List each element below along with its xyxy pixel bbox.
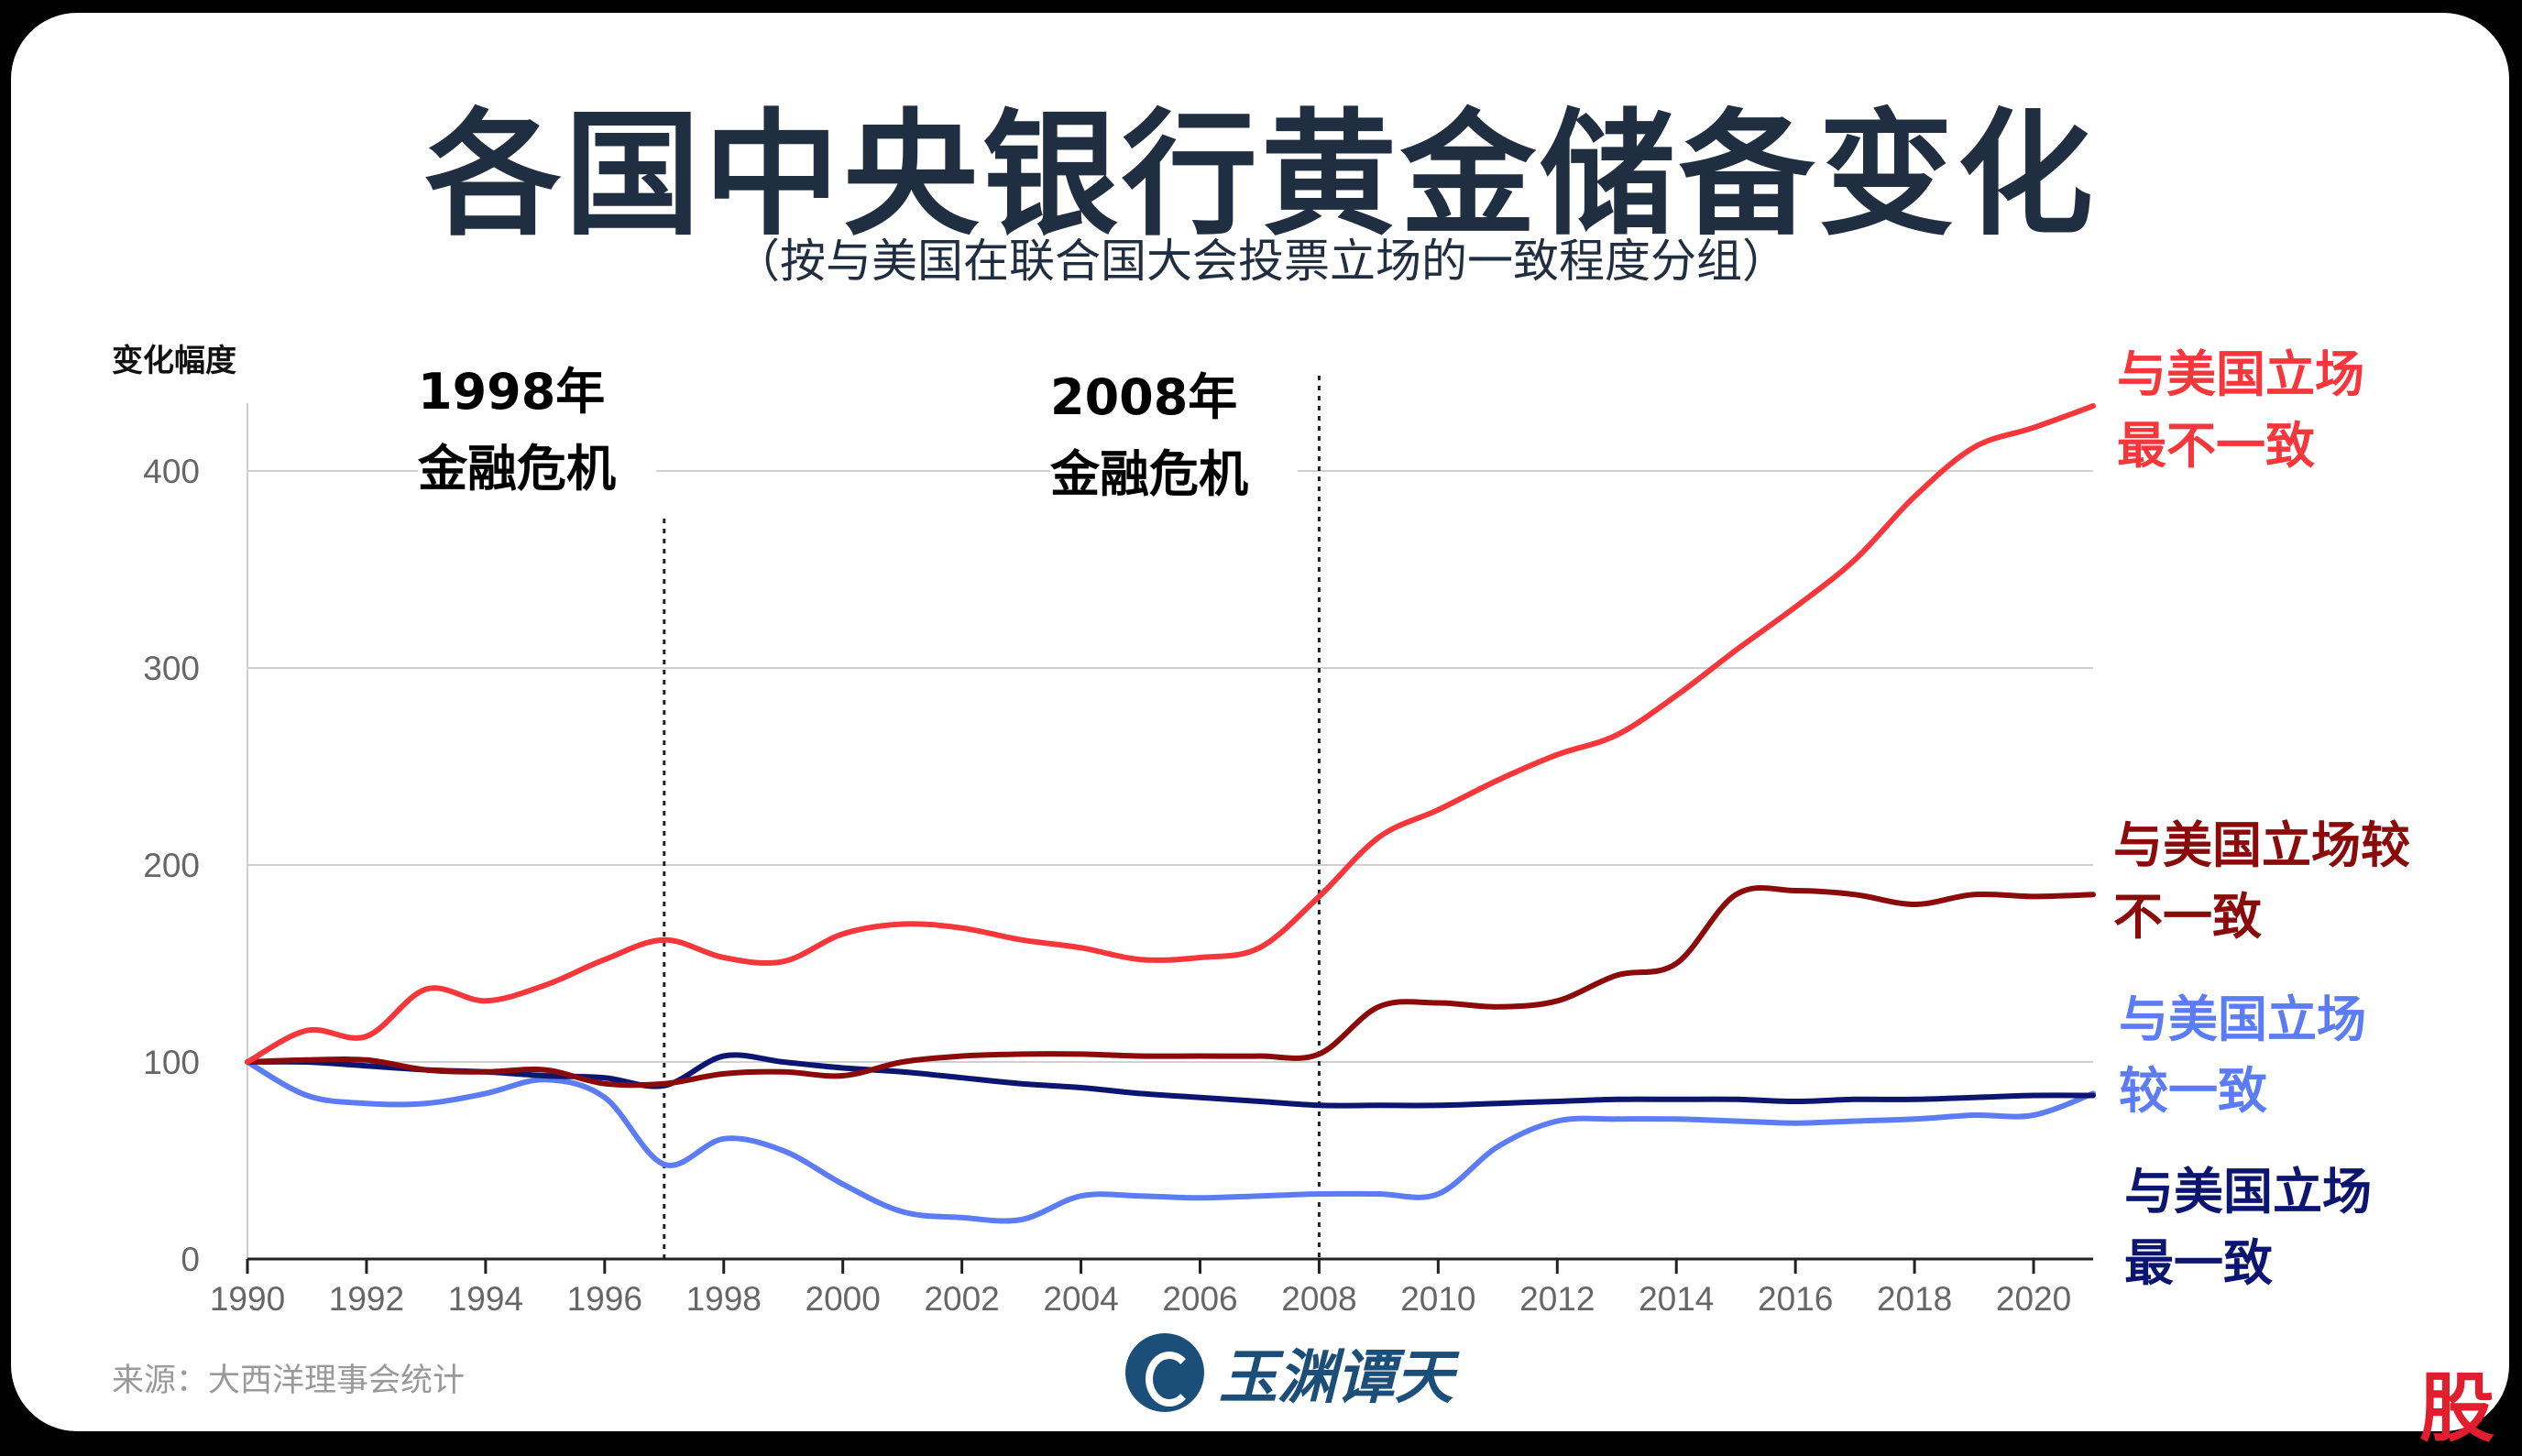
- x-tick-label: 2002: [924, 1280, 999, 1318]
- brand-logo-icon: [1125, 1333, 1204, 1412]
- x-tick-label: 2020: [1996, 1280, 2071, 1318]
- series-line: [245, 885, 2096, 1089]
- x-tick-label: 2000: [806, 1280, 881, 1318]
- series-label-least-aligned: 与美国立场 最不一致: [2117, 339, 2364, 482]
- event-year: 1998年: [418, 363, 606, 421]
- series-label-line: 与美国立场较: [2113, 816, 2410, 874]
- y-tick-label: 0: [181, 1241, 200, 1278]
- series-label-most-aligned: 与美国立场 最一致: [2124, 1156, 2372, 1299]
- x-tick-label: 2006: [1162, 1280, 1237, 1318]
- x-tick-label: 2014: [1639, 1280, 1714, 1318]
- event-year: 2008年: [1050, 368, 1238, 426]
- y-tick-label: 200: [143, 847, 200, 884]
- series-label-line: 最不一致: [2117, 417, 2315, 475]
- series-label-line: 与美国立场: [2117, 345, 2364, 403]
- series-label-line: 不一致: [2113, 888, 2262, 946]
- x-tick-label: 1994: [448, 1280, 523, 1318]
- x-tick-label: 2010: [1400, 1280, 1475, 1318]
- chart-subtitle: （按与美国在联合国大会投票立场的一致程度分组）: [734, 235, 1788, 288]
- y-tick-label: 100: [143, 1044, 200, 1081]
- x-tick-label: 2018: [1877, 1280, 1952, 1318]
- series-label-line: 与美国立场: [2119, 991, 2366, 1048]
- x-tick-label: 1990: [210, 1280, 285, 1318]
- event-name: 金融危机: [1050, 445, 1248, 503]
- series-line: [245, 1052, 2096, 1109]
- series-label-line: 较一致: [2119, 1062, 2267, 1120]
- x-tick-label: 1992: [329, 1280, 404, 1318]
- series-line: [245, 1059, 2096, 1224]
- event-label-2008: 2008年 金融危机: [1050, 359, 1298, 513]
- series-label-line: 与美国立场: [2124, 1163, 2372, 1221]
- x-tick-label: 1998: [686, 1280, 762, 1318]
- series-line: [245, 403, 2096, 1065]
- source-note: 来源：大西洋理事会统计: [112, 1363, 466, 1399]
- brand-logo-text: 玉渊谭天: [1219, 1343, 1453, 1412]
- event-label-1998: 1998年 金融危机: [418, 354, 656, 508]
- event-name: 金融危机: [418, 440, 616, 498]
- x-tick-label: 1996: [567, 1280, 642, 1318]
- chart-title: 各国中央银行黄金储备变化: [425, 96, 2097, 254]
- y-tick-label: 300: [143, 650, 200, 687]
- x-tick-label: 2004: [1043, 1280, 1118, 1318]
- x-tick-label: 2016: [1758, 1280, 1833, 1318]
- y-axis-label: 变化幅度: [112, 343, 236, 379]
- x-tick-label: 2008: [1281, 1280, 1356, 1318]
- y-tick-label: 400: [143, 453, 200, 490]
- series-label-line: 最一致: [2124, 1234, 2273, 1292]
- brand-logo: 玉渊谭天: [1125, 1330, 1453, 1415]
- series-label-more-aligned: 与美国立场 较一致: [2119, 984, 2366, 1127]
- corner-mark: 股: [2419, 1365, 2495, 1452]
- x-tick-label: 2012: [1519, 1280, 1595, 1318]
- series-label-less-aligned: 与美国立场较 不一致: [2113, 810, 2410, 953]
